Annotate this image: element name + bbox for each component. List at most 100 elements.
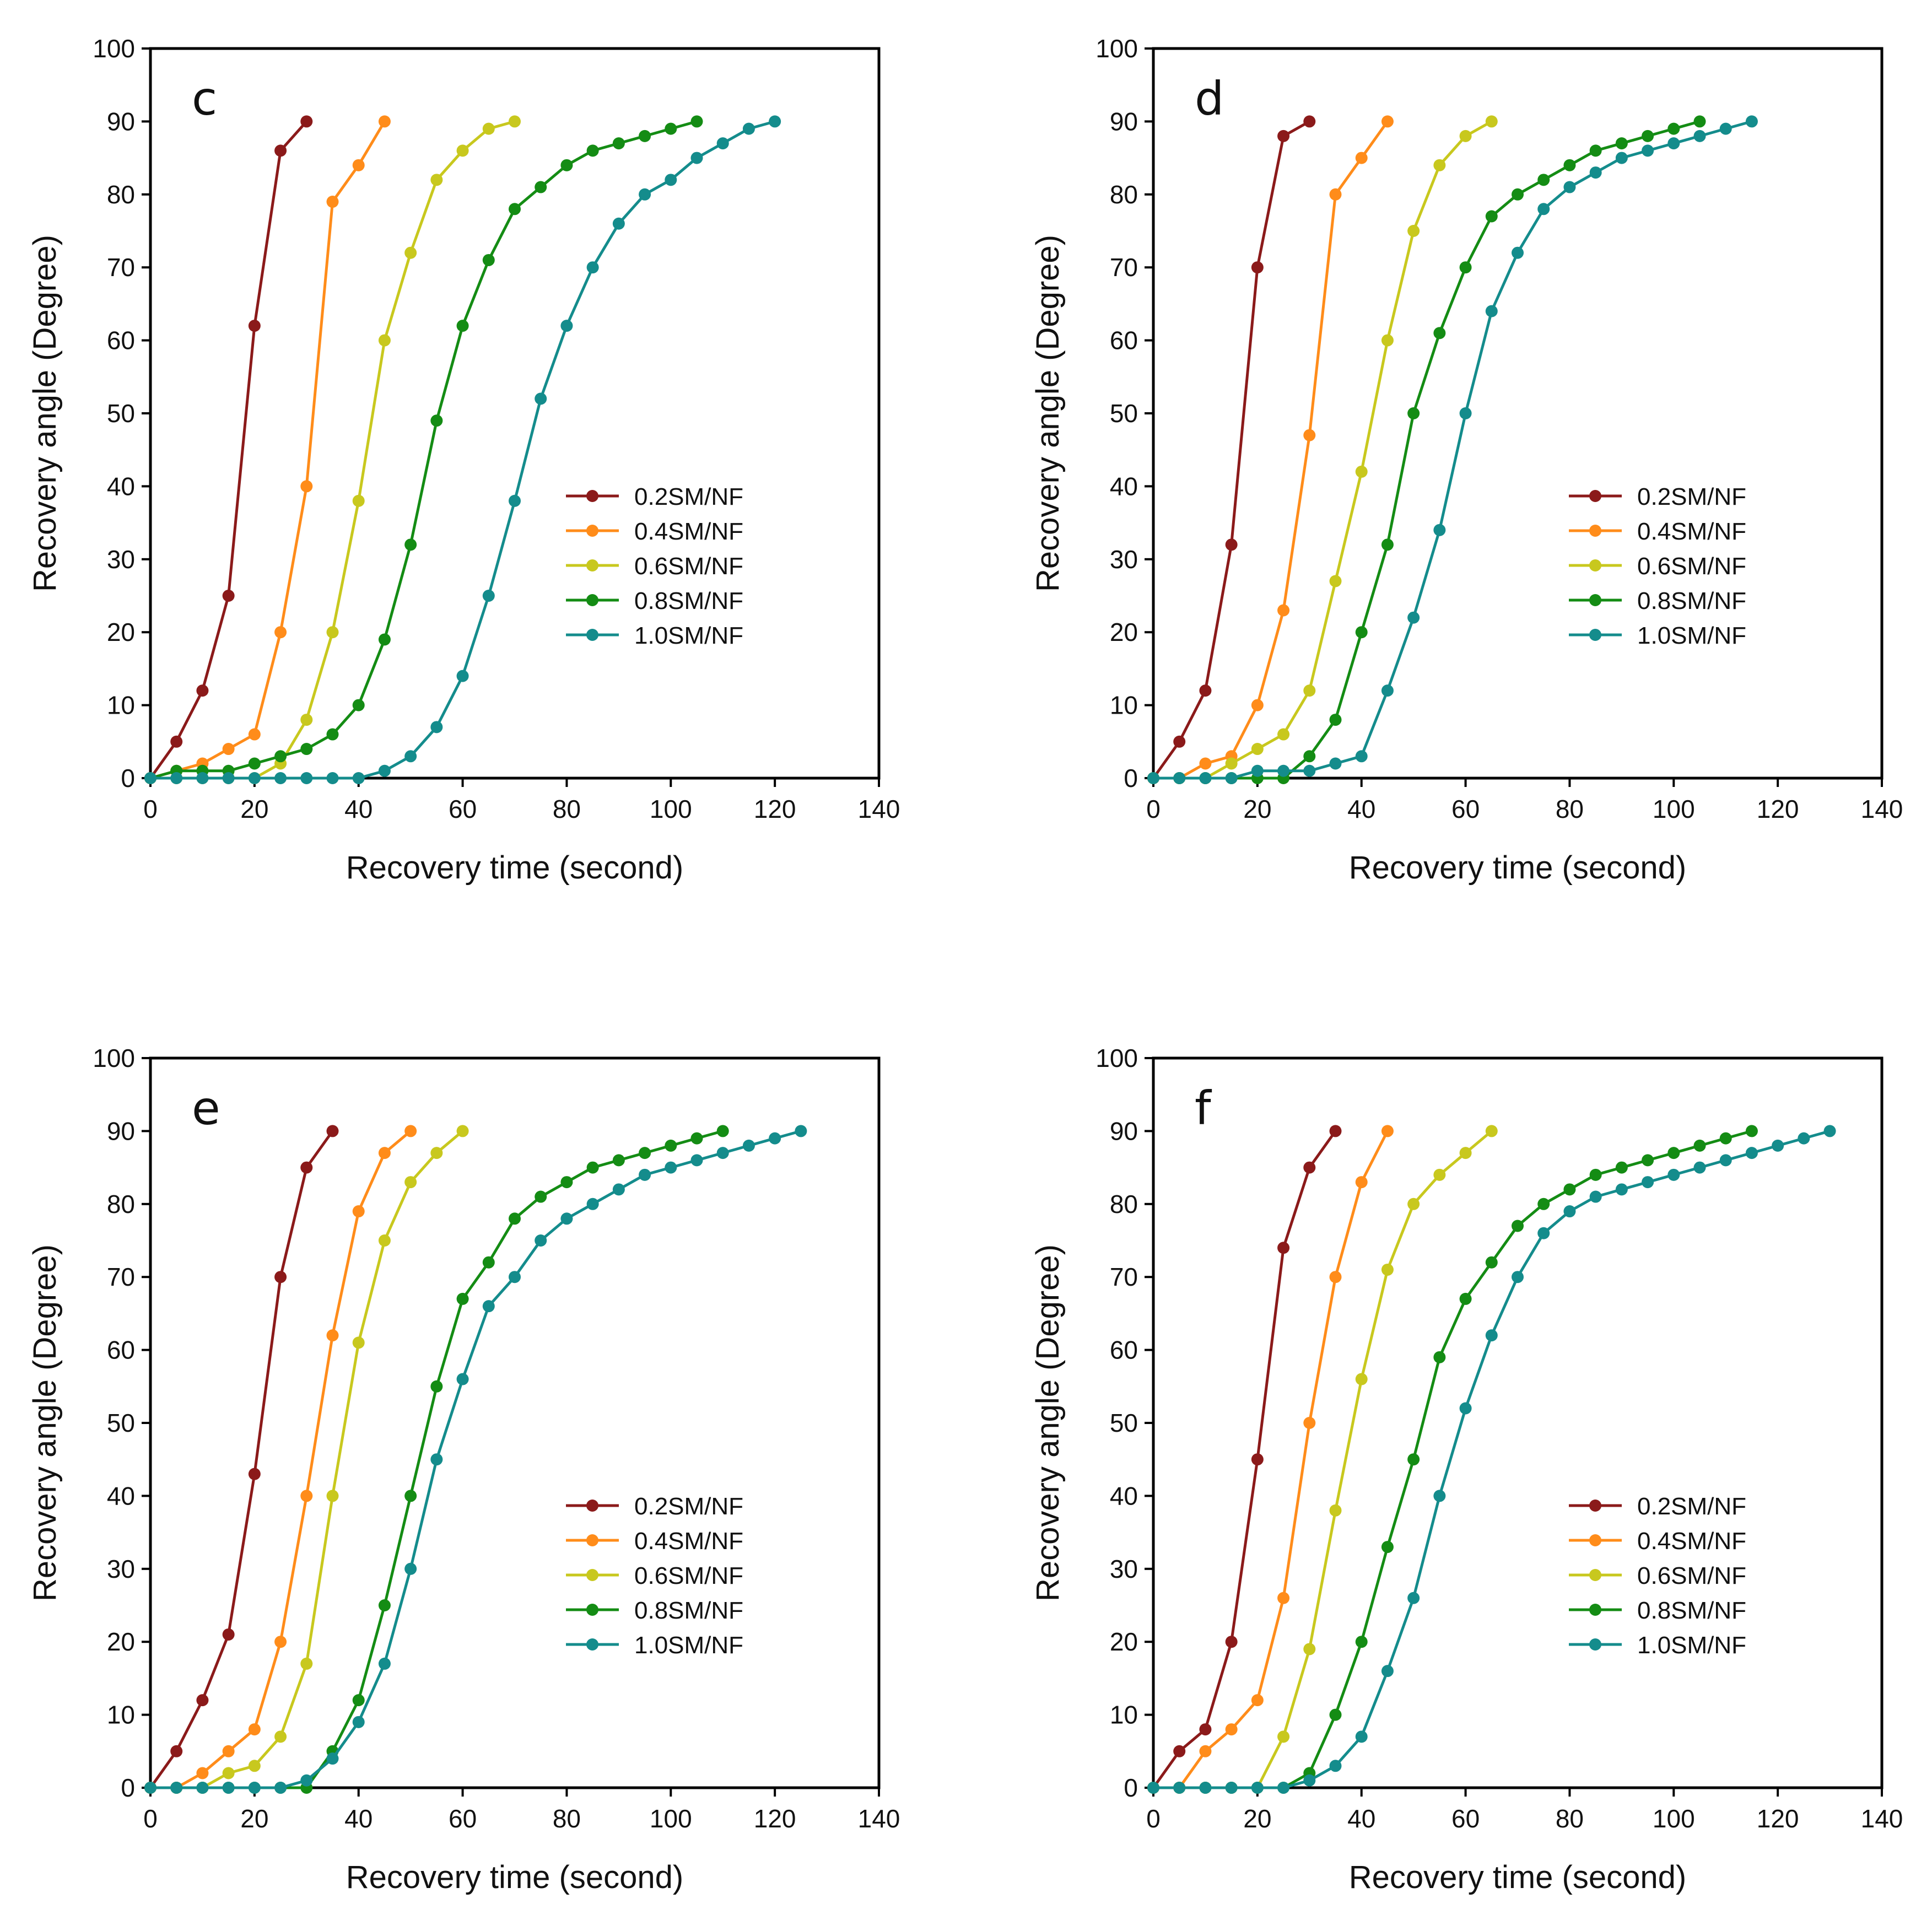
y-tick-label: 90 [107,1117,135,1145]
data-point [1355,1636,1368,1648]
series-0-2sm-nf [1147,115,1316,784]
legend-item: 0.4SM/NF [1569,1528,1746,1555]
data-point [639,130,651,142]
data-point [1329,1271,1342,1283]
series-line [149,1130,334,1789]
data-point [1225,757,1238,770]
data-point [690,152,703,164]
x-tick-label: 80 [1556,1804,1584,1833]
legend-item: 1.0SM/NF [566,1632,743,1659]
data-point [1537,1227,1550,1239]
data-point [1173,1745,1186,1757]
legend-swatch-marker [586,629,598,641]
data-point [1173,772,1186,784]
data-point [248,1468,261,1480]
x-tick-label: 60 [1451,795,1480,823]
data-point [1225,538,1238,551]
data-point [1485,305,1498,317]
data-point [300,1774,313,1787]
data-point [430,174,443,186]
data-point [509,494,521,507]
chart-panel-c: 0 20 40 60 80 100 120 140 0 10 20 30 40 50 60 70 80 90 100… [27,34,900,886]
data-point [274,1636,287,1648]
data-point [378,1599,391,1611]
x-tick-label: 80 [1556,795,1584,823]
y-tick-label: 50 [1110,1409,1138,1437]
series-0-2sm-nf [144,1125,339,1794]
data-point [378,1147,391,1159]
legend-swatch-marker [1589,594,1601,606]
legend-swatch-marker [1589,1534,1601,1546]
legend-item: 1.0SM/NF [1569,622,1746,649]
data-point [300,714,313,726]
x-tick-label: 20 [240,795,268,823]
data-point [1433,1351,1446,1363]
data-point [1589,1168,1602,1181]
x-axis-title: Recovery time (second) [346,1859,683,1895]
x-tick-label: 100 [1653,1804,1695,1833]
data-point [170,772,183,784]
data-point [1563,1205,1576,1218]
data-point [639,1147,651,1159]
legend-label: 1.0SM/NF [1637,622,1746,649]
series-line [150,120,698,780]
data-point [274,1730,287,1743]
x-tick-label: 40 [344,1804,373,1833]
data-point [430,1453,443,1466]
y-tick-label: 90 [1110,107,1138,136]
chart-panel-f: 0 20 40 60 80 100 120 140 0 10 20 30 40 50 60 70 80 90 100… [1030,1044,1903,1895]
data-point [1355,626,1368,639]
data-point [378,633,391,646]
series-line [1153,1129,1752,1789]
data-point [1667,1168,1680,1181]
data-point [1329,1760,1342,1772]
data-point [352,1716,365,1728]
legend-swatch-marker [586,525,598,537]
data-point [248,772,261,784]
series-line [1153,120,1493,780]
data-point [326,1125,339,1137]
series-0-4sm-nf [144,1125,417,1794]
data-point [665,1139,677,1152]
data-point [1303,429,1316,441]
data-point [430,1380,443,1393]
data-point [1485,1329,1498,1342]
series-0-4sm-nf [144,115,391,784]
x-tick-label: 120 [754,1804,796,1833]
legend-label: 0.6SM/NF [634,1562,743,1589]
data-point [1329,1125,1342,1137]
data-point [665,122,677,135]
data-point [1251,699,1264,711]
data-point [716,137,729,150]
data-point [1303,1161,1316,1174]
data-point [1199,1745,1212,1757]
data-point [248,757,261,770]
data-point [1459,130,1472,142]
data-point [274,1782,287,1794]
y-axis-title: Recovery angle (Degree) [1030,1244,1066,1601]
data-point [378,1657,391,1670]
data-point [352,1336,365,1349]
y-tick-label: 0 [121,764,135,792]
data-point [742,122,755,135]
legend: 0.2SM/NF 0.4SM/NF 0.6SM/NF 0.8SM/NF 1.0SM/NF [566,1493,743,1659]
data-point [1329,188,1342,201]
data-point [795,1125,807,1137]
legend-label: 0.4SM/NF [634,518,743,545]
data-point [639,188,651,201]
data-point [456,320,469,332]
data-point [352,699,365,711]
data-point [1615,1161,1628,1174]
data-point [1719,1154,1732,1167]
legend-label: 0.6SM/NF [634,553,743,580]
y-tick-label: 30 [1110,1555,1138,1583]
legend-label: 0.8SM/NF [634,587,743,614]
data-point [300,743,313,756]
data-point [1277,1730,1290,1743]
y-tick-label: 30 [107,1555,135,1583]
x-tick-label: 60 [449,1804,477,1833]
data-point [1147,772,1159,784]
x-tick-label: 20 [1243,1804,1271,1833]
data-point [1642,144,1654,157]
data-point [196,684,209,697]
